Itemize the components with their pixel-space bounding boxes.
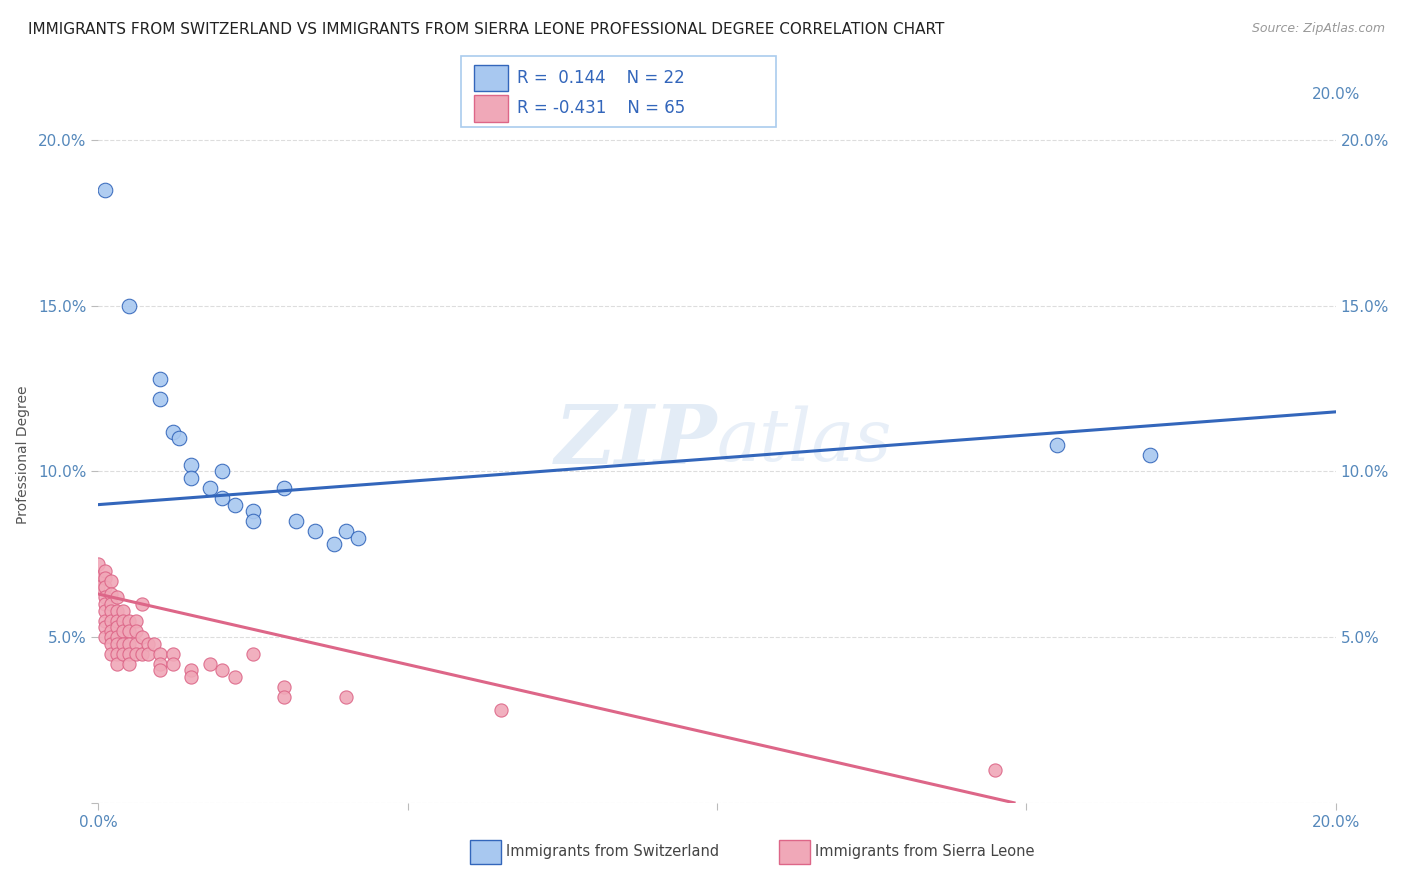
Point bbox=[124, 624, 146, 638]
Point bbox=[211, 465, 233, 479]
Point bbox=[112, 637, 135, 651]
Point bbox=[100, 587, 122, 601]
Point bbox=[100, 597, 122, 611]
Text: atlas: atlas bbox=[717, 406, 893, 476]
Point bbox=[87, 570, 110, 584]
Point bbox=[180, 670, 202, 684]
Point bbox=[273, 481, 295, 495]
Point bbox=[149, 657, 172, 671]
Point bbox=[93, 581, 115, 595]
Point bbox=[105, 591, 128, 605]
Point bbox=[100, 614, 122, 628]
Point bbox=[118, 614, 141, 628]
Point bbox=[347, 531, 370, 545]
Point bbox=[180, 458, 202, 472]
Point bbox=[100, 574, 122, 588]
Point bbox=[304, 524, 326, 538]
Point bbox=[118, 637, 141, 651]
Text: R =  0.144    N = 22: R = 0.144 N = 22 bbox=[517, 69, 685, 87]
Point bbox=[105, 620, 128, 634]
Point bbox=[124, 614, 146, 628]
Point bbox=[149, 663, 172, 677]
Point bbox=[87, 558, 110, 572]
Point bbox=[118, 647, 141, 661]
Point bbox=[198, 481, 221, 495]
Point bbox=[335, 524, 357, 538]
Point bbox=[180, 663, 202, 677]
Point bbox=[105, 657, 128, 671]
Point bbox=[162, 647, 184, 661]
Point bbox=[93, 614, 115, 628]
Point bbox=[285, 514, 308, 528]
Point bbox=[242, 504, 264, 518]
Y-axis label: Professional Degree: Professional Degree bbox=[15, 385, 30, 524]
Point bbox=[167, 431, 190, 445]
Point bbox=[984, 763, 1007, 777]
Point bbox=[136, 637, 159, 651]
Point bbox=[149, 647, 172, 661]
Point bbox=[93, 597, 115, 611]
Point bbox=[211, 491, 233, 505]
Point bbox=[149, 392, 172, 406]
Point bbox=[131, 630, 153, 644]
Point bbox=[112, 647, 135, 661]
Point bbox=[131, 647, 153, 661]
Text: IMMIGRANTS FROM SWITZERLAND VS IMMIGRANTS FROM SIERRA LEONE PROFESSIONAL DEGREE : IMMIGRANTS FROM SWITZERLAND VS IMMIGRANT… bbox=[28, 22, 945, 37]
Point bbox=[242, 647, 264, 661]
Text: Immigrants from Sierra Leone: Immigrants from Sierra Leone bbox=[815, 845, 1035, 859]
Point bbox=[118, 624, 141, 638]
Text: Immigrants from Switzerland: Immigrants from Switzerland bbox=[506, 845, 720, 859]
Point bbox=[273, 680, 295, 694]
Point bbox=[105, 630, 128, 644]
Point bbox=[105, 647, 128, 661]
Text: ZIP: ZIP bbox=[554, 401, 717, 481]
Point bbox=[93, 570, 115, 584]
Point bbox=[273, 690, 295, 704]
Point bbox=[112, 624, 135, 638]
Point bbox=[1046, 438, 1069, 452]
Point bbox=[100, 604, 122, 618]
Point bbox=[93, 564, 115, 578]
Point bbox=[124, 647, 146, 661]
Point bbox=[100, 637, 122, 651]
Point bbox=[322, 537, 344, 551]
Point bbox=[93, 620, 115, 634]
Point bbox=[118, 299, 141, 313]
Point bbox=[93, 630, 115, 644]
Point bbox=[100, 647, 122, 661]
Point bbox=[162, 657, 184, 671]
Point bbox=[224, 498, 246, 512]
Point bbox=[105, 637, 128, 651]
Point bbox=[100, 624, 122, 638]
Point bbox=[93, 591, 115, 605]
Point bbox=[136, 647, 159, 661]
Point bbox=[87, 581, 110, 595]
Point bbox=[93, 183, 115, 197]
Point bbox=[149, 372, 172, 386]
Point bbox=[100, 630, 122, 644]
Point bbox=[143, 637, 166, 651]
Point bbox=[335, 690, 357, 704]
Point bbox=[93, 604, 115, 618]
Point bbox=[198, 657, 221, 671]
Point bbox=[112, 604, 135, 618]
Point bbox=[180, 471, 202, 485]
Text: Source: ZipAtlas.com: Source: ZipAtlas.com bbox=[1251, 22, 1385, 36]
Point bbox=[105, 604, 128, 618]
Point bbox=[105, 614, 128, 628]
Point bbox=[124, 637, 146, 651]
Point bbox=[489, 703, 512, 717]
Point bbox=[1139, 448, 1161, 462]
Point bbox=[118, 657, 141, 671]
Text: R = -0.431    N = 65: R = -0.431 N = 65 bbox=[517, 99, 686, 117]
Point bbox=[162, 425, 184, 439]
Point bbox=[242, 514, 264, 528]
Point bbox=[131, 597, 153, 611]
Point bbox=[112, 614, 135, 628]
Point bbox=[211, 663, 233, 677]
Point bbox=[224, 670, 246, 684]
